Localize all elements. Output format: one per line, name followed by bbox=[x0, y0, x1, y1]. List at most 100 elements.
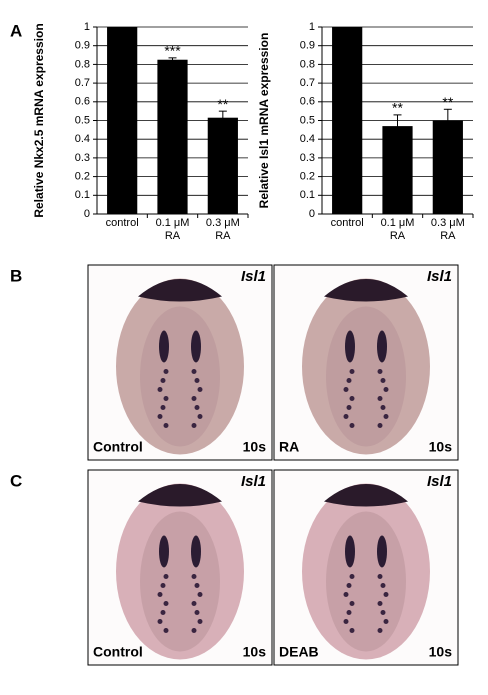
y-axis-label: Relative Isl1 mRNA expression bbox=[257, 33, 271, 209]
embryo-shade bbox=[140, 306, 220, 447]
y-tick-label: 0.1 bbox=[75, 189, 90, 201]
bar bbox=[332, 27, 363, 214]
expression-dot bbox=[157, 414, 163, 419]
expression-dot bbox=[191, 423, 197, 428]
embryo-shade bbox=[326, 306, 406, 447]
condition-label: Control bbox=[93, 644, 143, 660]
expression-dot bbox=[194, 378, 200, 383]
expression-dot bbox=[349, 574, 355, 579]
expression-dot bbox=[349, 628, 355, 633]
bar bbox=[157, 59, 188, 214]
expression-dot bbox=[346, 378, 352, 383]
anterior-band bbox=[324, 484, 408, 507]
expression-dot bbox=[377, 396, 383, 401]
expression-dot bbox=[157, 619, 163, 624]
x-tick-label: control bbox=[330, 217, 364, 229]
x-tick-label-box: 0.3 μM RA bbox=[205, 217, 240, 242]
expression-stripe bbox=[345, 535, 355, 568]
x-tick-label-box: 0.1 μM RA bbox=[380, 217, 415, 242]
gene-label: Isl1 bbox=[427, 268, 452, 285]
x-tick-label: 0.3 μM RA bbox=[430, 217, 465, 242]
expression-dot bbox=[191, 574, 197, 579]
panel-letter: B bbox=[10, 266, 22, 285]
expression-dot bbox=[191, 601, 197, 606]
expression-dot bbox=[349, 396, 355, 401]
expression-stripe bbox=[191, 535, 201, 568]
expression-dot bbox=[163, 601, 169, 606]
x-tick-label-box: control bbox=[330, 217, 364, 229]
embryo-shade bbox=[326, 511, 406, 652]
x-tick-label: control bbox=[105, 217, 139, 229]
y-tick-label: 0.4 bbox=[75, 133, 90, 145]
expression-dot bbox=[163, 574, 169, 579]
y-tick-label: 0 bbox=[309, 208, 315, 220]
expression-dot bbox=[380, 583, 386, 588]
expression-dot bbox=[191, 369, 197, 374]
expression-dot bbox=[383, 592, 389, 597]
y-tick-label: 0.5 bbox=[300, 114, 315, 126]
expression-dot bbox=[380, 378, 386, 383]
y-tick-label: 0.4 bbox=[300, 133, 315, 145]
x-tick-label: 0.3 μM RA bbox=[205, 217, 240, 242]
expression-dot bbox=[160, 610, 166, 615]
y-tick-label: 0.1 bbox=[300, 189, 315, 201]
expression-dot bbox=[343, 414, 349, 419]
anterior-band bbox=[138, 279, 222, 302]
expression-dot bbox=[197, 387, 203, 392]
y-tick-label: 0.3 bbox=[300, 152, 315, 164]
expression-dot bbox=[160, 583, 166, 588]
significance-label: ** bbox=[217, 96, 228, 112]
expression-dot bbox=[160, 378, 166, 383]
x-tick-label: 0.1 μM RA bbox=[380, 217, 415, 242]
expression-dot bbox=[160, 405, 166, 410]
y-tick-label: 1 bbox=[309, 21, 315, 33]
expression-dot bbox=[157, 592, 163, 597]
x-tick-label-box: 0.3 μM RA bbox=[430, 217, 465, 242]
expression-dot bbox=[194, 583, 200, 588]
expression-dot bbox=[163, 396, 169, 401]
expression-dot bbox=[194, 405, 200, 410]
gene-label: Isl1 bbox=[241, 473, 266, 490]
y-tick-label: 0.2 bbox=[300, 171, 315, 183]
y-tick-label: 0.7 bbox=[300, 77, 315, 89]
y-tick-label: 0 bbox=[84, 208, 90, 220]
y-tick-label: 1 bbox=[84, 21, 90, 33]
expression-dot bbox=[377, 601, 383, 606]
y-tick-label: 0.9 bbox=[300, 40, 315, 52]
expression-dot bbox=[191, 628, 197, 633]
condition-label: RA bbox=[279, 439, 299, 455]
bar bbox=[432, 120, 463, 214]
stage-label: 10s bbox=[429, 644, 453, 660]
expression-stripe bbox=[377, 535, 387, 568]
anterior-band bbox=[324, 279, 408, 302]
significance-label: ** bbox=[442, 94, 453, 110]
expression-dot bbox=[377, 369, 383, 374]
anterior-band bbox=[138, 484, 222, 507]
y-tick-label: 0.3 bbox=[75, 152, 90, 164]
expression-dot bbox=[346, 583, 352, 588]
expression-dot bbox=[383, 387, 389, 392]
x-tick-label-box: 0.1 μM RA bbox=[156, 217, 190, 242]
expression-stripe bbox=[159, 330, 169, 363]
y-tick-label: 0.8 bbox=[75, 58, 90, 70]
expression-dot bbox=[377, 423, 383, 428]
expression-stripe bbox=[159, 535, 169, 568]
y-tick-label: 0.8 bbox=[300, 58, 315, 70]
expression-dot bbox=[377, 574, 383, 579]
y-tick-label: 0.2 bbox=[75, 171, 90, 183]
expression-dot bbox=[346, 610, 352, 615]
expression-dot bbox=[383, 414, 389, 419]
expression-dot bbox=[197, 592, 203, 597]
panel-letter: A bbox=[10, 21, 22, 40]
expression-dot bbox=[343, 619, 349, 624]
bar bbox=[107, 27, 138, 214]
expression-dot bbox=[380, 405, 386, 410]
y-tick-label: 0.7 bbox=[75, 77, 90, 89]
expression-dot bbox=[163, 369, 169, 374]
expression-dot bbox=[383, 619, 389, 624]
panel-letter: C bbox=[10, 471, 22, 490]
x-tick-label-box: control bbox=[105, 217, 139, 229]
expression-dot bbox=[349, 369, 355, 374]
expression-dot bbox=[346, 405, 352, 410]
bar bbox=[207, 117, 238, 214]
